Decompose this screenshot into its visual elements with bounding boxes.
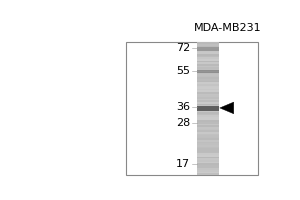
Bar xyxy=(197,89,219,90)
Bar xyxy=(197,80,219,82)
Bar xyxy=(197,57,219,59)
Bar xyxy=(197,150,219,152)
Bar xyxy=(197,110,219,112)
Bar xyxy=(197,143,219,145)
Bar xyxy=(197,44,219,46)
Bar xyxy=(197,100,219,102)
Bar xyxy=(197,74,219,76)
Bar xyxy=(197,153,219,155)
Bar xyxy=(197,158,219,160)
Bar xyxy=(197,64,219,66)
Bar xyxy=(197,56,219,57)
Text: 17: 17 xyxy=(176,159,190,169)
Bar xyxy=(197,59,219,61)
Bar xyxy=(197,54,219,56)
Bar xyxy=(197,160,219,162)
Bar xyxy=(197,112,219,114)
Text: 55: 55 xyxy=(176,66,190,76)
Bar xyxy=(197,132,219,134)
Bar xyxy=(197,70,219,72)
Bar xyxy=(197,133,219,135)
Bar xyxy=(197,162,219,163)
Bar xyxy=(197,157,219,158)
Bar xyxy=(197,97,219,99)
Bar xyxy=(197,49,219,51)
Bar xyxy=(197,163,219,165)
Bar xyxy=(197,115,219,117)
Bar xyxy=(197,145,219,147)
Bar xyxy=(197,52,219,54)
Text: 36: 36 xyxy=(176,102,190,112)
Bar xyxy=(197,70,219,73)
Bar xyxy=(197,114,219,115)
Bar xyxy=(197,90,219,92)
Bar xyxy=(197,122,219,124)
Bar xyxy=(197,72,219,74)
Bar xyxy=(197,142,219,143)
Bar xyxy=(197,137,219,138)
Bar xyxy=(197,46,219,47)
Bar xyxy=(197,92,219,94)
Bar xyxy=(197,105,219,107)
Bar xyxy=(197,128,219,130)
Bar xyxy=(197,106,219,111)
Text: MDA-MB231: MDA-MB231 xyxy=(194,23,262,33)
Bar xyxy=(197,148,219,150)
Bar xyxy=(197,155,219,157)
Bar xyxy=(197,168,219,170)
Bar xyxy=(197,42,219,175)
Bar xyxy=(197,99,219,100)
Bar xyxy=(197,51,219,52)
Bar xyxy=(197,84,219,86)
Bar xyxy=(197,82,219,84)
Bar xyxy=(197,125,219,127)
Bar xyxy=(197,173,219,175)
Bar xyxy=(197,77,219,79)
Bar xyxy=(197,166,219,168)
Bar xyxy=(197,152,219,153)
Bar xyxy=(197,66,219,67)
Bar xyxy=(197,85,219,87)
Bar xyxy=(126,42,258,175)
Bar xyxy=(197,62,219,64)
Text: 28: 28 xyxy=(176,118,190,128)
Bar xyxy=(197,118,219,120)
Bar xyxy=(197,147,219,148)
Bar xyxy=(197,102,219,104)
Bar xyxy=(197,127,219,129)
Bar xyxy=(197,42,219,44)
Text: 72: 72 xyxy=(176,43,190,53)
Bar xyxy=(197,79,219,81)
Bar xyxy=(197,69,219,71)
Bar xyxy=(197,130,219,132)
Bar xyxy=(197,107,219,109)
Bar xyxy=(197,47,219,49)
Polygon shape xyxy=(220,102,234,114)
Bar xyxy=(197,138,219,140)
Bar xyxy=(197,94,219,95)
Bar xyxy=(197,117,219,119)
Bar xyxy=(197,123,219,125)
Bar xyxy=(197,47,219,51)
Bar xyxy=(197,170,219,172)
Bar xyxy=(197,87,219,89)
Bar xyxy=(197,75,219,77)
Bar xyxy=(197,61,219,62)
Bar xyxy=(197,165,219,167)
Bar xyxy=(197,120,219,122)
Bar xyxy=(197,67,219,69)
Bar xyxy=(197,135,219,137)
Bar xyxy=(197,95,219,97)
Bar xyxy=(197,104,219,105)
Bar xyxy=(197,171,219,173)
Bar xyxy=(197,109,219,110)
Bar xyxy=(197,140,219,142)
